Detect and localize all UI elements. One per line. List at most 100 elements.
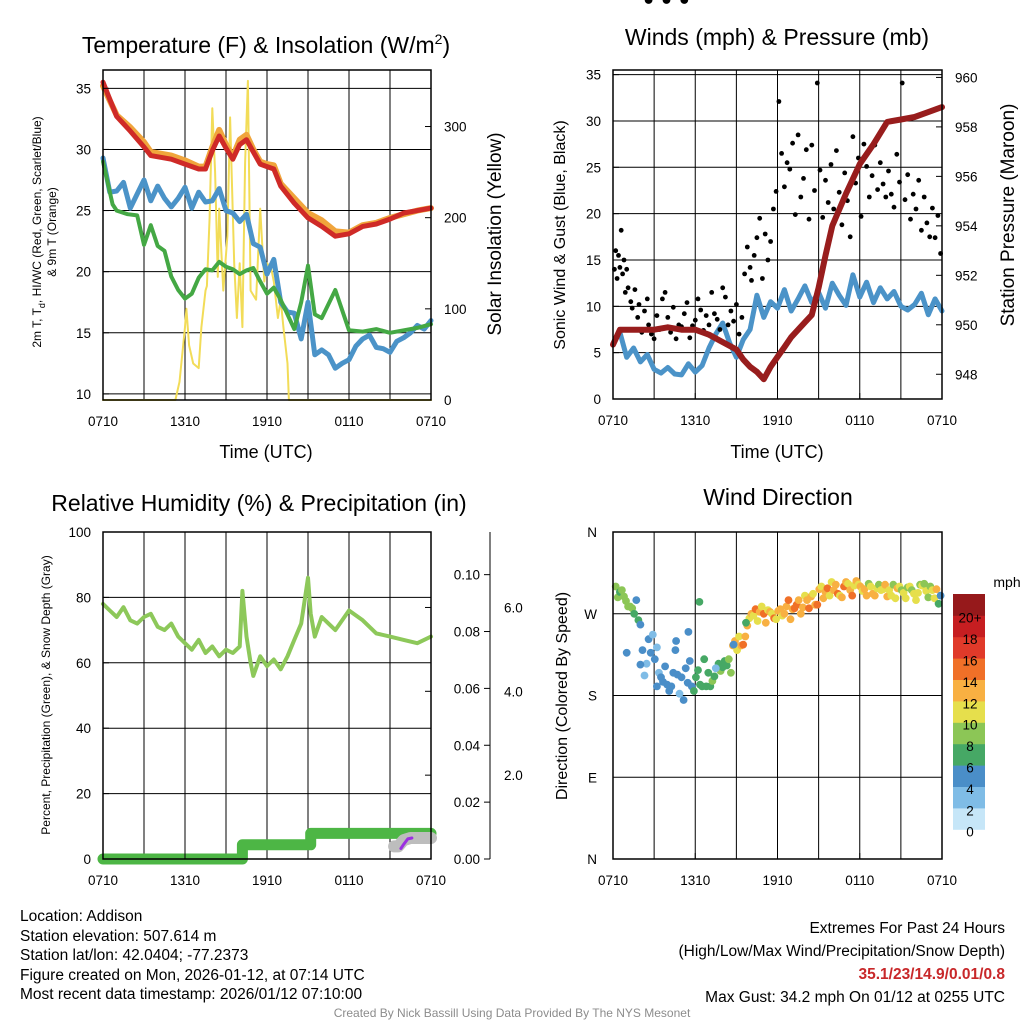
- humidity-x-tick-label: 0110: [334, 873, 363, 888]
- gust-point: [861, 141, 867, 147]
- pressure-y2-tick-label: 958: [955, 120, 978, 135]
- temperature-y-axis-label: 2m T, Td, HI/WC (Red, Green, Scarlet/Blu…: [30, 116, 47, 347]
- gust-point: [836, 189, 842, 195]
- humidity-y-tick-label: 60: [76, 656, 91, 671]
- colorbar-cell: [953, 636, 985, 659]
- humidity-chart-title: Relative Humidity (%) & Precipitation (i…: [51, 490, 466, 516]
- gust-point: [894, 151, 900, 157]
- winds-y-tick-label: 30: [586, 114, 601, 129]
- gust-point: [739, 315, 745, 320]
- gust-point: [919, 227, 924, 233]
- insolation-y-axis-label: Solar Insolation (Yellow): [485, 132, 506, 335]
- precip-y2-tick-label: 0.00: [454, 852, 480, 867]
- colorbar-label: 16: [962, 654, 977, 669]
- gust-point: [864, 164, 869, 169]
- temperature-x-tick-label: 1910: [252, 414, 282, 429]
- wind-direction-point: [690, 687, 698, 695]
- gust-point: [614, 276, 620, 281]
- colorbar-cell: [953, 808, 985, 830]
- gust-point: [698, 307, 704, 313]
- wind-direction-point: [711, 664, 720, 673]
- temperature-y-tick-label: 25: [76, 204, 91, 219]
- gust-point: [706, 322, 712, 328]
- wind-direction-point: [692, 673, 700, 682]
- gust-point: [613, 248, 619, 254]
- wind-direction-point: [838, 593, 846, 602]
- humidity-y-tick-label: 20: [76, 787, 91, 802]
- snow-y3-tick-label: 2.0: [504, 768, 523, 783]
- humidity-y-tick-label: 40: [76, 721, 91, 736]
- gust-point: [798, 194, 804, 200]
- wind-direction-y-tick-label: E: [588, 770, 597, 785]
- temperature-chart-title: Temperature (F) & Insolation (W/m2): [82, 31, 450, 58]
- extremes-info: Extremes For Past 24 Hours (High/Low/Max…: [679, 917, 1006, 1009]
- gust-point: [622, 290, 628, 295]
- winds-y-tick-label: 20: [586, 207, 601, 222]
- insolation-y2-tick-label: 100: [444, 302, 467, 317]
- wind-direction-point: [739, 640, 748, 649]
- gust-point: [734, 302, 739, 307]
- gust-point: [869, 173, 875, 179]
- max-gust: Max Gust: 34.2 mph On 01/12 at 0255 UTC: [705, 989, 1005, 1006]
- temperature-y-tick-label: 20: [76, 265, 91, 280]
- gust-point: [886, 168, 891, 174]
- wind-direction-point: [784, 596, 793, 604]
- wind-direction-point: [662, 0, 671, 4]
- temperature-x-tick-label: 1310: [170, 414, 200, 429]
- gust-point: [628, 299, 634, 305]
- gust-point: [784, 160, 790, 166]
- gust-point: [654, 313, 660, 318]
- gust-point: [910, 191, 916, 197]
- colorbar-cell: [953, 722, 985, 745]
- colorbar-label: 14: [962, 675, 978, 690]
- figure-created: Figure created on Mon, 2026-01-12, at 07…: [20, 966, 365, 984]
- snow-y3-tick-label: 6.0: [504, 600, 523, 615]
- gust-point: [636, 302, 642, 307]
- winds-y-tick-label: 10: [586, 299, 601, 314]
- humidity-panel: Relative Humidity (%) & Precipitation (i…: [39, 490, 523, 888]
- gust-point: [757, 215, 763, 221]
- wind-speed-series: [610, 272, 945, 378]
- gust-point: [825, 200, 831, 205]
- humidity-series-snow-depth-latest-: [399, 836, 414, 850]
- wind-direction-point: [653, 643, 661, 652]
- gust-point: [847, 234, 853, 240]
- extremes-title: Extremes For Past 24 Hours: [809, 920, 1005, 937]
- temperature-series-dewpoint: [101, 159, 433, 335]
- colorbar-cell: [953, 679, 985, 702]
- temperature-y-axis-label-line2: & 9m T (Orange): [45, 187, 59, 277]
- gust-point: [744, 244, 750, 250]
- gust-point: [712, 311, 717, 317]
- gust-point: [692, 317, 698, 323]
- gust-point: [751, 253, 757, 258]
- wind-direction-point: [823, 584, 832, 593]
- gust-point: [790, 140, 795, 146]
- gust-point: [616, 253, 621, 258]
- temperature-series-wind-chill: [100, 155, 434, 371]
- gust-point: [782, 184, 787, 190]
- gust-point: [723, 294, 728, 300]
- gust-point: [731, 318, 736, 324]
- wind-direction-y-tick-label: S: [588, 689, 597, 704]
- winds-panel: Winds (mph) & Pressure (mb) 0710 1310 1910…: [552, 24, 1019, 462]
- colorbar-cell: [953, 594, 985, 616]
- gust-point: [858, 214, 864, 219]
- gust-point: [891, 204, 897, 210]
- temperature-x-axis-label: Time (UTC): [219, 442, 312, 462]
- gust-point: [831, 206, 837, 212]
- wind-direction-x-tick-label: 1910: [762, 873, 792, 888]
- pressure-y2-tick-label: 952: [955, 268, 978, 283]
- gust-point: [801, 176, 806, 181]
- gust-point: [817, 167, 823, 173]
- wind-direction-y-tick-label: N: [587, 525, 597, 540]
- insolation-y2-tick-label: 300: [444, 120, 467, 135]
- gust-point: [935, 213, 941, 218]
- colorbar-label: 2: [966, 803, 974, 818]
- gust-point: [717, 327, 723, 332]
- gust-point: [768, 239, 773, 244]
- gust-point: [620, 271, 625, 277]
- wind-direction-point: [640, 671, 649, 680]
- precip-y2-tick-label: 0.02: [454, 795, 480, 810]
- humidity-series-relative-humidity: [101, 575, 433, 678]
